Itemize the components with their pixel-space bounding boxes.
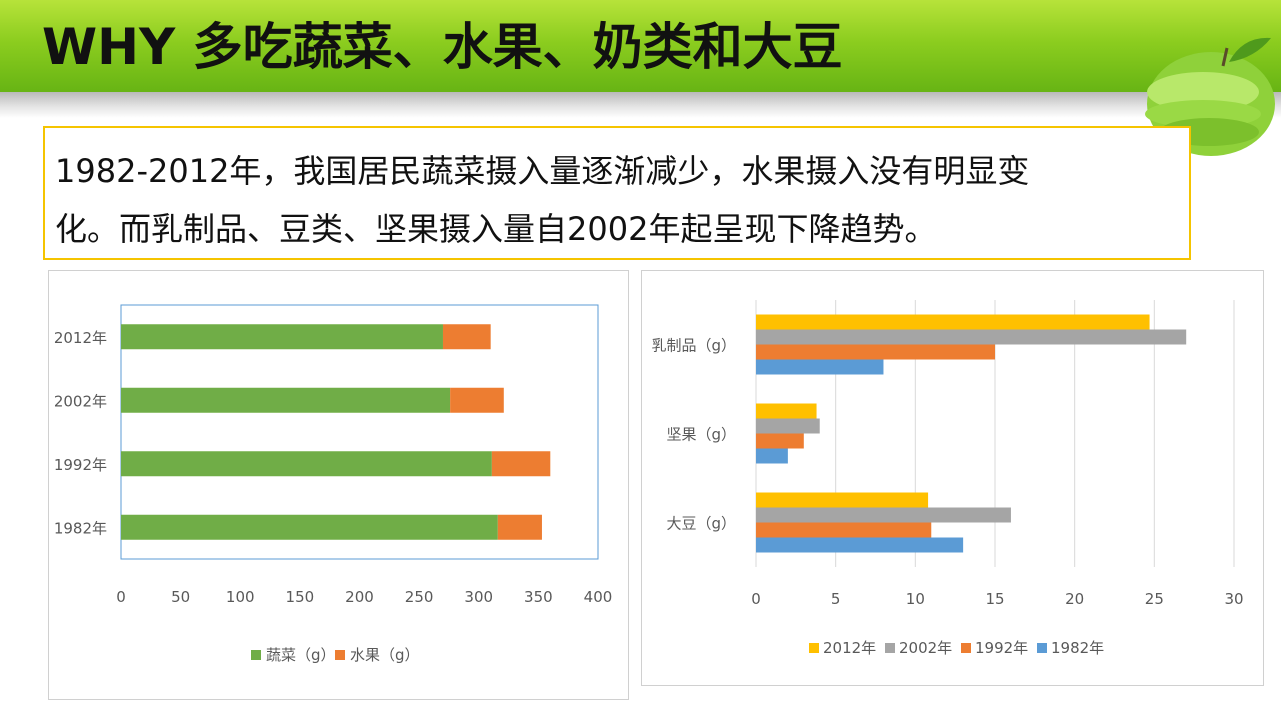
plot-area [120, 304, 599, 560]
x-tick-label: 10 [906, 590, 925, 608]
bar-vegetable [121, 514, 498, 540]
dairy-nuts-soy-chart: 0 5 10 15 20 25 30 乳制品（g） 坚果（g） 大豆（g） 2012年 2002年 19… [641, 270, 1264, 686]
bar-1992年 [756, 433, 804, 449]
x-tick-label: 100 [226, 588, 255, 606]
bar-1982年 [756, 448, 788, 464]
category-label: 1992年 [54, 456, 107, 474]
x-tick-label: 250 [405, 588, 434, 606]
x-tick-label: 5 [831, 590, 841, 608]
x-tick-label: 20 [1065, 590, 1084, 608]
vegetable-fruit-chart: 2012年 2002年 1992年 1982年 0 50 100 150 200 250 300 35… [48, 270, 629, 700]
bar-2012年 [756, 314, 1150, 330]
legend-swatch [251, 650, 261, 660]
x-tick-label: 350 [524, 588, 553, 606]
category-label: 乳制品（g） [651, 337, 736, 355]
legend-label: 1982年 [1051, 639, 1104, 657]
legend-swatch [335, 650, 345, 660]
x-tick-label: 50 [171, 588, 190, 606]
vegetable-fruit-chart-svg: 2012年 2002年 1992年 1982年 0 50 100 150 200 250 300 35… [54, 304, 613, 664]
bar-vegetable [121, 324, 443, 350]
bar-1982年 [756, 359, 884, 375]
title-banner-shadow [0, 92, 1281, 118]
legend-label: 蔬菜（g） [266, 646, 336, 664]
title-banner [0, 0, 1281, 92]
bar-2002年 [756, 329, 1187, 345]
bar-fruit [497, 514, 542, 540]
bar-fruit [442, 324, 491, 350]
bar-2012年 [756, 492, 929, 508]
bar-fruit [450, 387, 504, 413]
x-tick-label: 300 [464, 588, 493, 606]
summary-textbox: 1982-2012年，我国居民蔬菜摄入量逐渐减少，水果摄入没有明显变 化。而乳制… [43, 126, 1191, 260]
x-tick-label: 25 [1145, 590, 1164, 608]
bar-1992年 [756, 522, 932, 538]
x-tick-label: 200 [345, 588, 374, 606]
slide-title: WHY 多吃蔬菜、水果、奶类和大豆 [42, 18, 843, 76]
bar-2002年 [756, 507, 1011, 523]
summary-line-1: 1982-2012年，我国居民蔬菜摄入量逐渐减少，水果摄入没有明显变 [55, 152, 1030, 190]
x-tick-label: 15 [985, 590, 1004, 608]
summary-line-2: 化。而乳制品、豆类、坚果摄入量自2002年起呈现下降趋势。 [55, 210, 937, 248]
bar-vegetable [121, 451, 492, 477]
legend-label: 1992年 [975, 639, 1028, 657]
bar-1992年 [756, 344, 995, 360]
bar-2012年 [756, 403, 817, 419]
bar-2002年 [756, 418, 820, 434]
legend-swatch [885, 643, 895, 653]
legend-swatch [961, 643, 971, 653]
category-label: 2012年 [54, 329, 107, 347]
dairy-nuts-soy-chart-svg: 0 5 10 15 20 25 30 乳制品（g） 坚果（g） 大豆（g） 2012年 2002年 19… [651, 300, 1244, 657]
x-tick-label: 400 [584, 588, 613, 606]
x-tick-label: 150 [286, 588, 315, 606]
category-label: 坚果（g） [666, 426, 736, 444]
legend-label: 2002年 [899, 639, 952, 657]
legend-swatch [1037, 643, 1047, 653]
bar-fruit [491, 451, 551, 477]
category-label: 1982年 [54, 519, 107, 537]
legend-label: 水果（g） [350, 646, 420, 664]
bar-1982年 [756, 537, 964, 553]
category-label: 2002年 [54, 392, 107, 410]
category-label: 大豆（g） [666, 515, 736, 533]
legend-swatch [809, 643, 819, 653]
x-tick-label: 30 [1224, 590, 1243, 608]
legend-label: 2012年 [823, 639, 876, 657]
x-tick-label: 0 [116, 588, 126, 606]
x-tick-label: 0 [751, 590, 761, 608]
bar-vegetable [121, 387, 451, 413]
